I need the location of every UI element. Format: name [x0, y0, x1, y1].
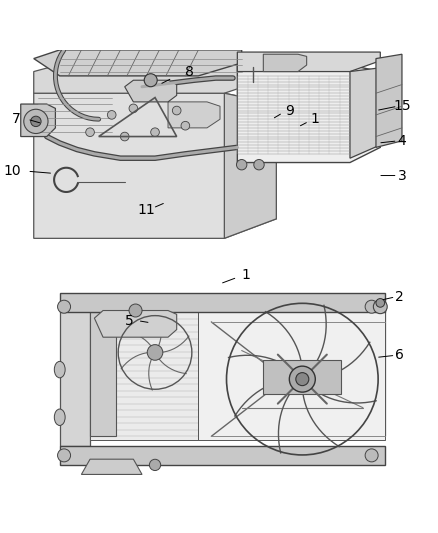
Text: 2: 2: [396, 290, 404, 304]
Text: 9: 9: [285, 103, 294, 118]
Circle shape: [24, 109, 48, 133]
Polygon shape: [198, 309, 385, 440]
Text: 15: 15: [393, 99, 411, 113]
Polygon shape: [263, 360, 341, 394]
Circle shape: [107, 110, 116, 119]
Polygon shape: [90, 309, 198, 440]
Polygon shape: [168, 102, 220, 128]
Polygon shape: [359, 303, 385, 437]
Circle shape: [149, 459, 161, 471]
Text: 4: 4: [398, 134, 406, 148]
Polygon shape: [60, 293, 385, 312]
Circle shape: [129, 104, 138, 112]
Circle shape: [144, 74, 157, 87]
Circle shape: [376, 298, 385, 307]
Circle shape: [31, 116, 41, 126]
Polygon shape: [224, 93, 276, 238]
Polygon shape: [90, 312, 116, 437]
Polygon shape: [237, 65, 380, 163]
Polygon shape: [376, 54, 402, 147]
Text: 10: 10: [3, 164, 21, 178]
Circle shape: [373, 300, 387, 313]
Circle shape: [173, 106, 181, 115]
Polygon shape: [263, 54, 307, 71]
Circle shape: [365, 300, 378, 313]
Text: 11: 11: [138, 203, 155, 217]
Polygon shape: [237, 52, 380, 71]
Circle shape: [57, 300, 71, 313]
Circle shape: [147, 345, 163, 360]
Polygon shape: [81, 459, 142, 474]
Text: 7: 7: [12, 112, 21, 126]
Text: 6: 6: [396, 348, 404, 362]
Polygon shape: [34, 56, 276, 93]
Text: 8: 8: [185, 64, 194, 78]
Polygon shape: [60, 303, 90, 446]
Polygon shape: [68, 312, 359, 437]
Polygon shape: [125, 80, 177, 102]
Circle shape: [120, 132, 129, 141]
Polygon shape: [34, 50, 242, 76]
Polygon shape: [60, 446, 385, 465]
Circle shape: [151, 128, 159, 136]
Polygon shape: [350, 67, 385, 158]
Circle shape: [86, 128, 94, 136]
Text: 5: 5: [125, 313, 134, 328]
Polygon shape: [21, 104, 55, 136]
Circle shape: [57, 449, 71, 462]
Circle shape: [365, 449, 378, 462]
Text: 1: 1: [311, 112, 320, 126]
Polygon shape: [94, 311, 177, 337]
Text: 1: 1: [242, 268, 251, 282]
Circle shape: [181, 122, 190, 130]
Circle shape: [237, 159, 247, 170]
Circle shape: [254, 159, 264, 170]
Ellipse shape: [54, 361, 65, 378]
Polygon shape: [34, 93, 276, 238]
Text: 3: 3: [398, 168, 406, 182]
Circle shape: [290, 366, 315, 392]
Ellipse shape: [54, 409, 65, 425]
Circle shape: [296, 373, 309, 386]
Circle shape: [129, 304, 142, 317]
